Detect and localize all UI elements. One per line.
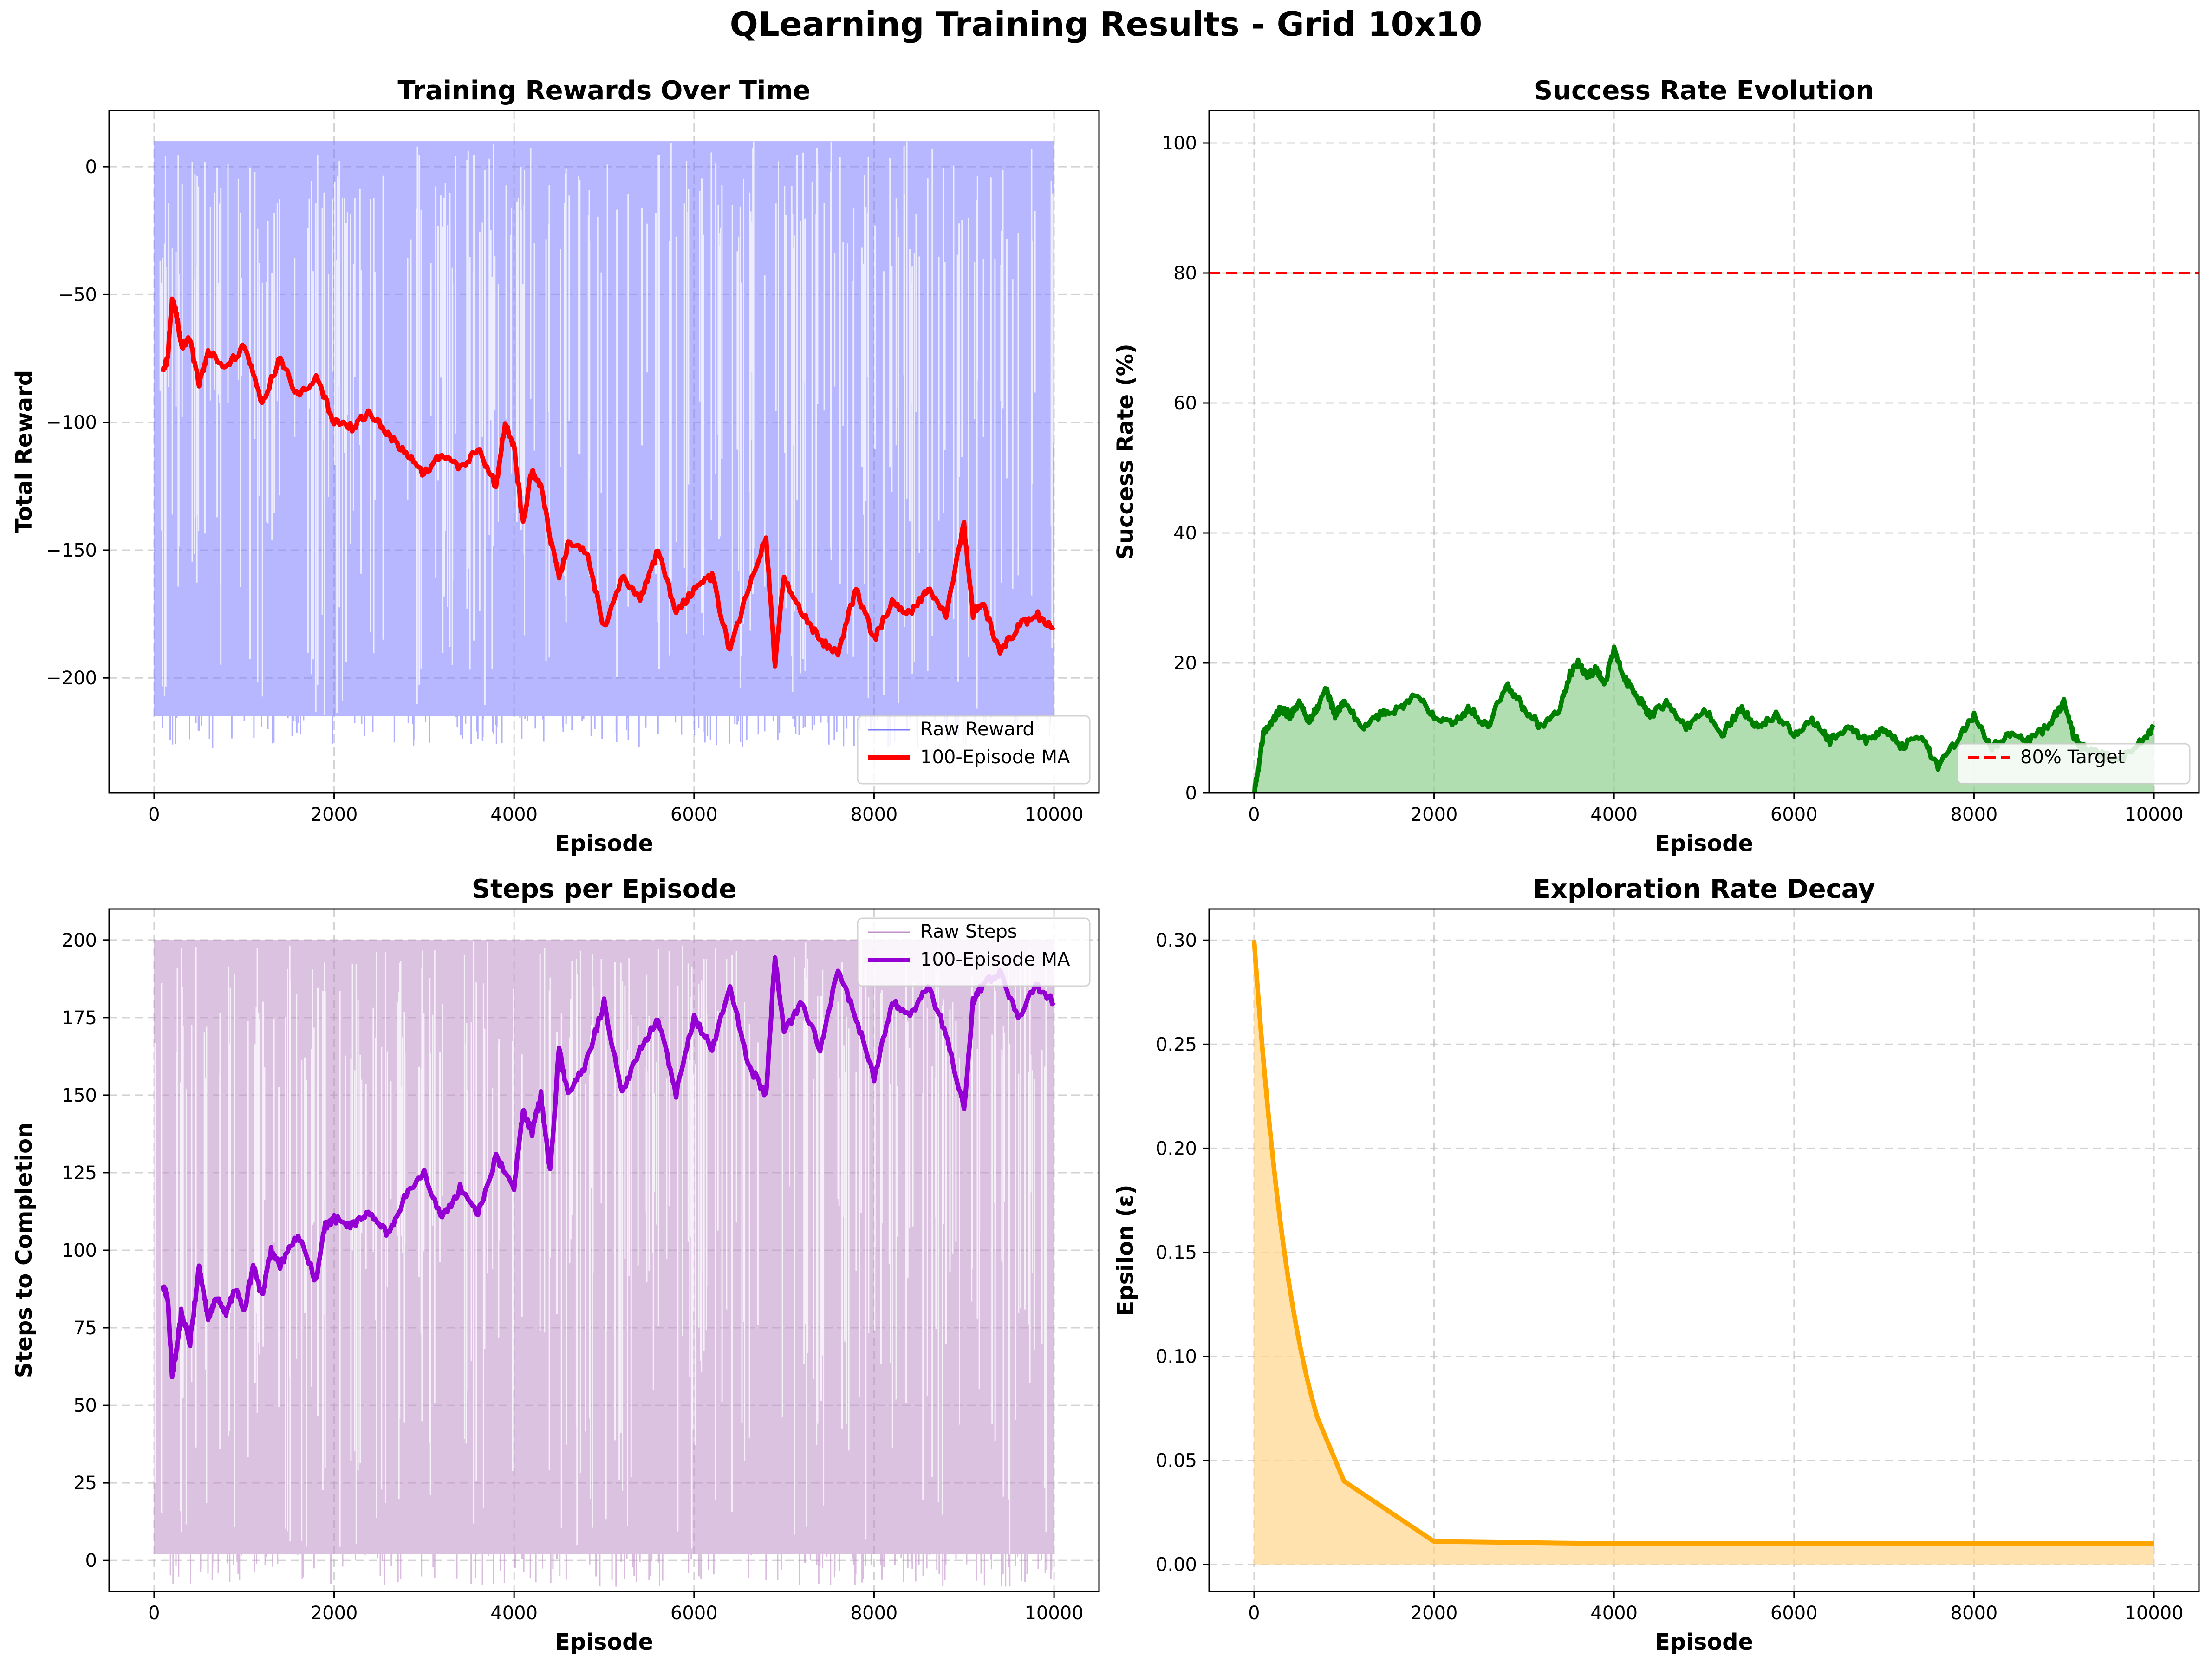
x-tick-label: 6000 bbox=[670, 804, 718, 825]
legend-steps: Raw Steps 100-Episode MA bbox=[857, 917, 1091, 987]
y-tick-label: 175 bbox=[62, 1007, 97, 1029]
y-tick-label: 0 bbox=[1185, 783, 1197, 804]
y-tick-label: −100 bbox=[46, 412, 97, 434]
legend-rewards: Raw Reward 100-Episode MA bbox=[857, 715, 1091, 785]
y-tick-label: 80 bbox=[1173, 263, 1197, 284]
series-epsilon-line bbox=[1251, 940, 2154, 1546]
series-steps-line bbox=[161, 955, 1056, 1380]
x-axis-label: Episode bbox=[555, 831, 653, 857]
y-tick-label: 50 bbox=[73, 1395, 97, 1416]
legend-success: 80% Target bbox=[1957, 743, 2191, 785]
panel-epsilon: 0 2000 4000 6000 8000 10000 0.00 0.05 0.10 0.15 0.… bbox=[1113, 874, 2200, 1655]
x-tick-label: 8000 bbox=[1951, 804, 1998, 825]
legend-label: 100-Episode MA bbox=[920, 747, 1070, 768]
x-axis-label: Episode bbox=[1655, 831, 1753, 857]
x-tick-label: 0 bbox=[148, 804, 160, 825]
series-steps-raw-tails bbox=[169, 1554, 1053, 1587]
y-tick-label: 0 bbox=[85, 156, 97, 178]
y-tick-label: −50 bbox=[58, 284, 97, 305]
y-axis-label: Success Rate (%) bbox=[1113, 344, 1139, 560]
plot-area-steps bbox=[109, 909, 1099, 1591]
x-tick-label: 4000 bbox=[490, 804, 538, 825]
y-axis-label: Total Reward bbox=[11, 370, 37, 533]
y-tick-label: 100 bbox=[62, 1240, 97, 1261]
x-tick-label: 2000 bbox=[311, 804, 358, 825]
panel-title: Steps per Episode bbox=[472, 874, 737, 904]
y-axis-label: Epsilon (ε) bbox=[1113, 1184, 1139, 1316]
axes-frame-success bbox=[1208, 110, 2200, 794]
y-tick-label: 0.05 bbox=[1156, 1450, 1197, 1472]
y-axis-label: Steps to Completion bbox=[11, 1123, 37, 1378]
panel-success: 0 2000 4000 6000 8000 10000 0 20 40 60 80 100 Succes… bbox=[1113, 76, 2200, 857]
series-epsilon-fill bbox=[1254, 940, 2154, 1565]
x-axis-label: Episode bbox=[555, 1629, 653, 1655]
y-tick-label: 0 bbox=[85, 1550, 97, 1572]
plot-area-epsilon bbox=[1209, 909, 2199, 1591]
y-tick-label: 0.00 bbox=[1156, 1554, 1197, 1576]
x-axis-label: Episode bbox=[1655, 1629, 1753, 1655]
x-tick-label: 0 bbox=[148, 1603, 160, 1624]
x-tick-label: 2000 bbox=[311, 1603, 358, 1624]
x-tick-label: 8000 bbox=[1951, 1603, 1998, 1624]
y-tick-label: 0.10 bbox=[1156, 1346, 1197, 1368]
x-tick-label: 2000 bbox=[1411, 1603, 1458, 1624]
legend-box bbox=[857, 715, 1091, 785]
x-tick-label: 10000 bbox=[1024, 804, 1083, 825]
x-tick-label: 2000 bbox=[1411, 804, 1458, 825]
series-steps-raw-gaps bbox=[154, 940, 1047, 1554]
y-tick-label: 0.15 bbox=[1156, 1242, 1197, 1263]
panel-title: Success Rate Evolution bbox=[1534, 76, 1874, 106]
x-tick-label: 0 bbox=[1248, 1603, 1260, 1624]
x-tick-label: 10000 bbox=[1024, 1603, 1083, 1624]
x-tick-label: 4000 bbox=[1590, 1603, 1638, 1624]
y-tick-label: 40 bbox=[1173, 523, 1197, 544]
y-tick-label: 25 bbox=[73, 1473, 97, 1494]
x-tick-label: 10000 bbox=[2124, 804, 2183, 825]
y-tick-label: 150 bbox=[62, 1085, 97, 1106]
x-tick-label: 10000 bbox=[2124, 1603, 2183, 1624]
y-tick-label: 0.20 bbox=[1156, 1138, 1197, 1159]
x-tick-label: 0 bbox=[1248, 804, 1260, 825]
y-tick-label: 125 bbox=[62, 1162, 97, 1184]
y-tick-label: 100 bbox=[1162, 133, 1197, 154]
legend-box bbox=[857, 917, 1091, 987]
x-tick-label: 8000 bbox=[851, 804, 898, 825]
y-tick-label: −150 bbox=[46, 540, 97, 561]
panel-title: Exploration Rate Decay bbox=[1533, 874, 1875, 904]
x-tick-label: 4000 bbox=[1590, 804, 1638, 825]
y-tick-label: 20 bbox=[1173, 653, 1197, 674]
panel-title: Training Rewards Over Time bbox=[397, 76, 810, 106]
legend-label: 100-Episode MA bbox=[920, 949, 1070, 970]
plot-area-success bbox=[1209, 110, 2199, 793]
figure-title: QLearning Training Results - Grid 10x10 bbox=[729, 5, 1483, 44]
legend-label: Raw Reward bbox=[920, 719, 1034, 740]
axes-frame-rewards bbox=[108, 110, 1100, 794]
x-tick-label: 8000 bbox=[851, 1603, 898, 1624]
panel-rewards: 0 2000 4000 6000 8000 10000 0 −50 −100 −150 −200 Tr… bbox=[11, 76, 1100, 857]
y-tick-label: 60 bbox=[1173, 393, 1197, 414]
legend-box bbox=[1957, 743, 2191, 785]
plot-area-rewards bbox=[109, 110, 1099, 793]
legend-label: Raw Steps bbox=[920, 921, 1017, 942]
y-tick-label: 75 bbox=[73, 1318, 97, 1339]
y-tick-label: 200 bbox=[62, 930, 97, 951]
y-tick-label: 0.25 bbox=[1156, 1034, 1197, 1055]
x-tick-label: 6000 bbox=[1770, 1603, 1818, 1624]
x-tick-label: 6000 bbox=[670, 1603, 718, 1624]
series-success-line bbox=[1252, 644, 2156, 793]
y-tick-label: −200 bbox=[46, 668, 97, 689]
x-tick-label: 4000 bbox=[490, 1603, 538, 1624]
legend-label: 80% Target bbox=[2020, 747, 2125, 768]
y-tick-label: 0.30 bbox=[1156, 930, 1197, 951]
panel-steps: 0 2000 4000 6000 8000 10000 0 25 50 75 100 125 150 17… bbox=[11, 874, 1100, 1655]
axes-frame-epsilon bbox=[1208, 908, 2200, 1592]
series-rewards-line bbox=[161, 296, 1056, 669]
grid-success bbox=[1209, 110, 2199, 793]
x-tick-label: 6000 bbox=[1770, 804, 1818, 825]
